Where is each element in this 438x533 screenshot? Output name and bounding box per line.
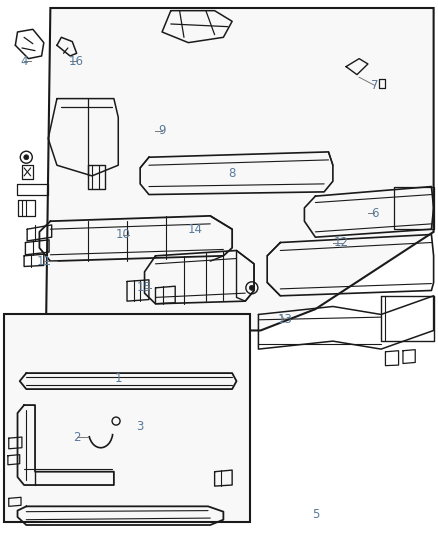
Text: 14: 14 xyxy=(187,223,202,236)
Text: 6: 6 xyxy=(371,207,378,220)
Text: 5: 5 xyxy=(312,508,319,521)
Text: 3: 3 xyxy=(137,420,144,433)
Text: 13: 13 xyxy=(277,313,292,326)
Text: 10: 10 xyxy=(115,228,130,241)
Text: 15: 15 xyxy=(137,281,152,294)
Text: 9: 9 xyxy=(158,124,166,137)
Text: 7: 7 xyxy=(371,79,378,92)
Text: 16: 16 xyxy=(69,55,84,68)
Text: 11: 11 xyxy=(36,255,51,268)
Polygon shape xyxy=(46,8,434,330)
Circle shape xyxy=(249,285,254,290)
Text: 1: 1 xyxy=(114,372,122,385)
Text: 12: 12 xyxy=(334,236,349,249)
Polygon shape xyxy=(4,314,250,522)
Circle shape xyxy=(24,155,29,160)
Text: 8: 8 xyxy=(229,167,236,180)
Text: 4: 4 xyxy=(20,55,28,68)
Text: 2: 2 xyxy=(73,431,81,443)
